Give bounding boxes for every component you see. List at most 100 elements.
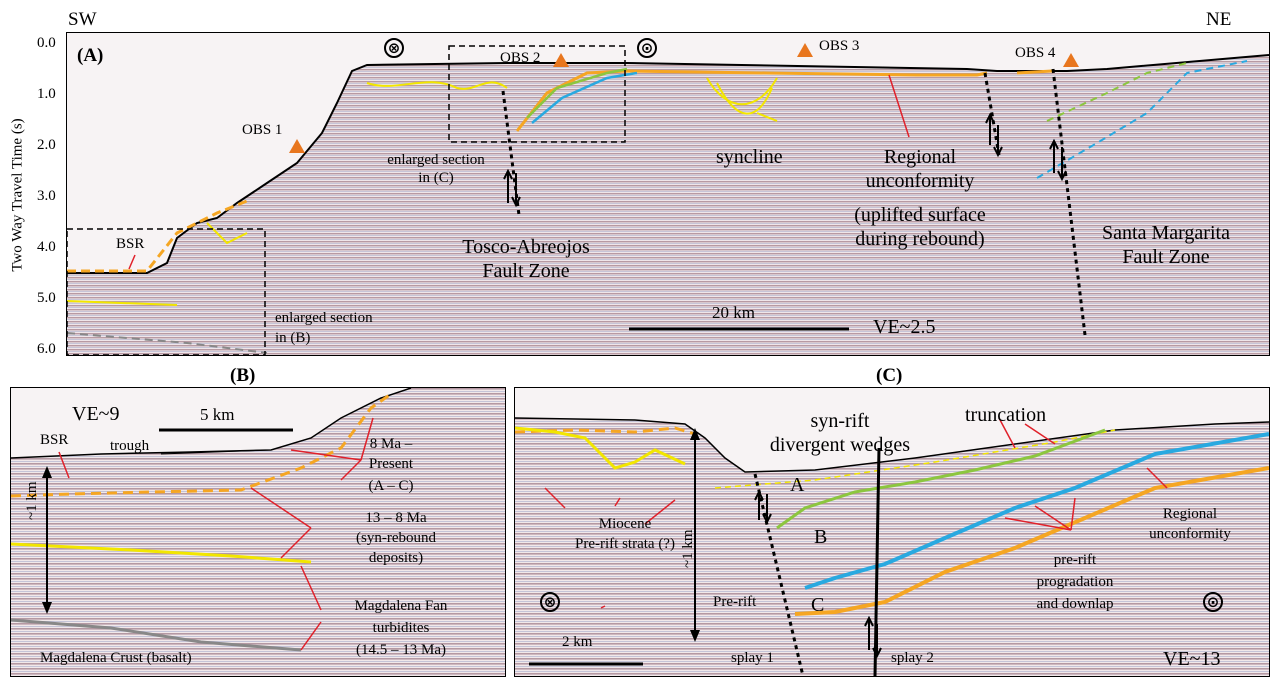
magfan-leader-b [300,565,322,651]
depth-arrow-top-b [42,466,52,478]
depth-arrow-bottom-c [690,630,700,642]
unconformity-c-label-1: Regional [1162,506,1218,522]
depth-arrow-bottom-b [42,602,52,614]
scale-label-c: 2 km [562,634,593,650]
syncline-label: syncline [716,146,783,168]
seafloor-c [515,417,1269,473]
unconformity-leader [888,74,910,138]
sediment-fill-c [515,418,1269,676]
magfan-label-2: turbidites [372,620,430,636]
y-tick-3: 3.0 [37,188,56,204]
unconformity-orange-line-2 [1016,69,1053,75]
miocene-leader [544,487,676,525]
obs-2-marker [553,53,569,67]
unconformity-label-3: (uplifted surface [854,204,986,226]
tosco-label-2: Fault Zone [482,260,570,282]
present-label-3: (A – C) [368,478,414,494]
prograd-label-2: progradation [1036,574,1114,590]
syncline-horizon-1 [706,77,778,106]
into-page-symbol-c: ⊗ [540,592,560,612]
fault-arrow-down-2 [993,125,1003,158]
obs-1-marker [289,139,305,153]
fault-arrow-down [511,173,521,208]
prograd-leader [1004,497,1076,531]
synrebound-label-1: 13 – 8 Ma [365,510,427,526]
enlarged-box-b [67,228,266,355]
fault-line-mid [983,72,1001,156]
orange-horizon-c [794,466,1269,616]
synrebound-leader-b [250,487,312,559]
fault-arrow-down-c2 [872,624,882,659]
enlarged-box-c [448,45,626,143]
sediment-fill-b [11,388,505,676]
syncline-horizon-2 [716,82,773,115]
yellow-horizon-c [515,426,686,470]
enlarged-c-label-2: in (C) [418,170,454,186]
santa-margarita-label-2: Fault Zone [1122,246,1210,268]
fault-arrow-up-2 [985,112,995,145]
y-tick-0: 0.0 [37,35,56,51]
obs-4-marker [1063,53,1079,67]
santa-margarita-label-1: Santa Margarita [1102,222,1230,244]
obs-2-label: OBS 2 [500,50,541,66]
synrebound-label-2: (syn-rebound [356,530,436,546]
crust-line-b [11,618,302,652]
bsr-label-a: BSR [116,236,145,252]
out-of-page-symbol-c: ⊙ [1203,592,1223,612]
sw-direction-label: SW [68,9,97,30]
yellow-horizon-shelf [366,81,508,90]
truncation-label: truncation [965,404,1047,426]
blue-dashed-ne [1036,60,1248,179]
enlarged-b-label-2: in (B) [275,330,311,346]
fault-arrow-down-3 [1057,147,1067,182]
synrebound-label-3: deposits) [368,550,424,566]
crust-label: Magdalena Crust (basalt) [40,650,192,666]
y-tick-6: 6.0 [37,341,56,357]
yellow-horizon-slope [206,222,248,245]
blue-horizon-c [804,432,1269,590]
ve-label-a: VE~2.5 [873,316,936,338]
bsr-leader [128,254,136,270]
obs-4-label: OBS 4 [1015,45,1056,61]
prograd-label-1: pre-rift [1053,552,1097,568]
scale-label-a: 20 km [712,303,755,322]
obs-1-label: OBS 1 [242,122,283,138]
green-horizon [526,67,628,119]
magfan-label-3: (14.5 – 13 Ma) [356,642,446,658]
splay-2-label: splay 2 [891,650,934,666]
present-label-2: Present [368,456,414,472]
fault-arrow-up-3 [1049,138,1059,173]
yellow-horizon-deep [67,300,178,306]
blue-horizon [531,71,638,124]
into-page-symbol-a: ⊗ [384,38,404,58]
sediment-fill [67,55,1269,355]
obs-3-label: OBS 3 [819,38,860,54]
syncline-horizon-3 [756,112,778,122]
scale-label-b: 5 km [200,405,235,424]
panel-a-seismic-section [66,32,1270,356]
enlarged-c-label-1: enlarged section [387,152,485,168]
green-dashed-ne [1046,62,1188,122]
trough-leader [160,449,270,455]
panel-b-tag: (B) [230,365,256,386]
y-tick-2: 2.0 [37,137,56,153]
horizon-b-label: B [814,526,828,548]
unconformity-label-4: during rebound) [855,228,985,250]
out-of-page-symbol-a: ⊙ [637,38,657,58]
prerift-leader [600,605,606,609]
present-label-1: 8 Ma – [369,436,413,452]
seafloor-line [67,54,1269,274]
unconformity-label-2: unconformity [865,170,975,192]
fault-arrow-up [503,168,513,203]
y-axis-label: Two Way Travel Time (s) [9,118,26,272]
obs-3-marker [797,43,813,57]
bsr-label-b: BSR [40,432,69,448]
fault-arrow-down-c1 [762,494,772,525]
splay-2-fault [873,447,881,676]
panel-b-seismic-section [10,387,506,677]
tosco-label-1: Tosco-Abreojos [462,236,590,258]
horizon-c-label: C [811,594,825,616]
panel-c-seismic-section [514,387,1270,677]
fault-arrow-up-c2 [864,615,874,650]
y-tick-5: 5.0 [37,290,56,306]
